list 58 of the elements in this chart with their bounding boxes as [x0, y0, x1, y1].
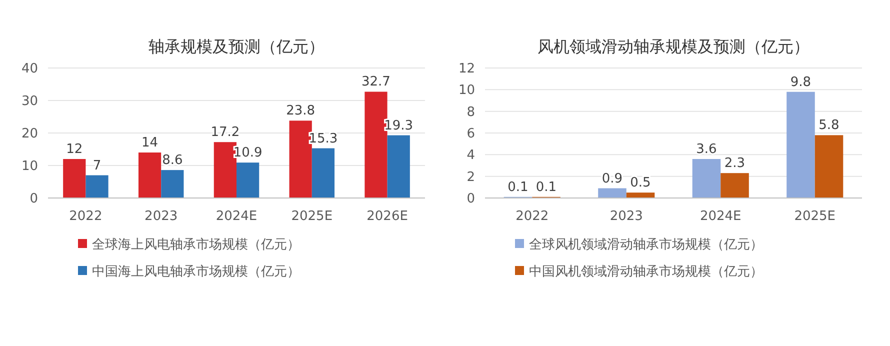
legend-label: 全球海上风电轴承市场规模（亿元）: [92, 238, 300, 253]
legend-label: 全球风机领域滑动轴承市场规模（亿元）: [529, 238, 763, 253]
data-label: 2.3: [724, 156, 746, 172]
y-tick-label: 6: [466, 126, 475, 142]
data-label: 8.6: [162, 153, 183, 168]
bar: [236, 162, 260, 198]
y-tick-label: 2: [466, 170, 475, 185]
x-tick-label: 2024E: [700, 209, 742, 224]
y-tick-label: 0: [30, 192, 38, 207]
bar: [138, 152, 162, 198]
data-label: 5.8: [818, 118, 840, 134]
bar: [626, 192, 655, 198]
data-label: 0.1: [508, 180, 528, 195]
data-label: 32.7: [362, 74, 390, 90]
data-label: 9.8: [790, 74, 812, 90]
y-tick-label: 0: [466, 192, 475, 207]
data-label: 7: [92, 158, 102, 174]
data-label: 0.9: [602, 171, 623, 186]
data-label: 0.5: [630, 176, 651, 191]
bar: [720, 173, 749, 198]
y-tick-label: 10: [21, 159, 38, 174]
y-tick-label: 20: [21, 126, 38, 142]
data-label: 14: [142, 136, 158, 150]
chart-title: 风机领域滑动轴承规模及预测（亿元）: [538, 37, 810, 56]
bar: [63, 159, 86, 198]
data-label: 23.8: [286, 104, 316, 119]
bar: [692, 159, 721, 198]
data-label: 0.1: [536, 180, 557, 195]
data-label: 12: [66, 142, 83, 157]
x-tick-label: 2024E: [216, 209, 258, 224]
bar: [161, 170, 184, 198]
x-tick-label: 2023: [144, 209, 178, 224]
y-tick-label: 40: [21, 62, 38, 77]
x-tick-label: 2025E: [794, 209, 836, 224]
x-tick-label: 2022: [69, 209, 102, 224]
legend-label: 中国海上风电轴承市场规模（亿元）: [92, 264, 300, 280]
y-tick-label: 4: [466, 148, 475, 164]
bar: [387, 135, 410, 198]
data-label: 3.6: [696, 142, 717, 157]
y-tick-label: 30: [21, 94, 38, 110]
chart-title: 轴承规模及预测（亿元）: [148, 37, 324, 56]
x-tick-label: 2026E: [366, 209, 408, 224]
x-tick-label: 2025E: [291, 209, 333, 224]
bar: [312, 148, 335, 198]
x-tick-label: 2023: [610, 209, 643, 224]
bar: [598, 188, 626, 198]
bar: [786, 92, 815, 198]
data-label: 17.2: [210, 125, 240, 140]
bar: [814, 135, 844, 198]
x-tick-label: 2022: [516, 209, 549, 224]
y-tick-label: 8: [466, 104, 475, 120]
y-tick-label: 10: [458, 83, 475, 98]
y-tick-label: 12: [458, 62, 475, 77]
bar: [214, 142, 236, 198]
bar: [86, 175, 108, 198]
legend-label: 中国风机领域滑动轴承市场规模（亿元）: [529, 264, 763, 280]
bar: [364, 92, 388, 198]
bar: [289, 120, 312, 198]
